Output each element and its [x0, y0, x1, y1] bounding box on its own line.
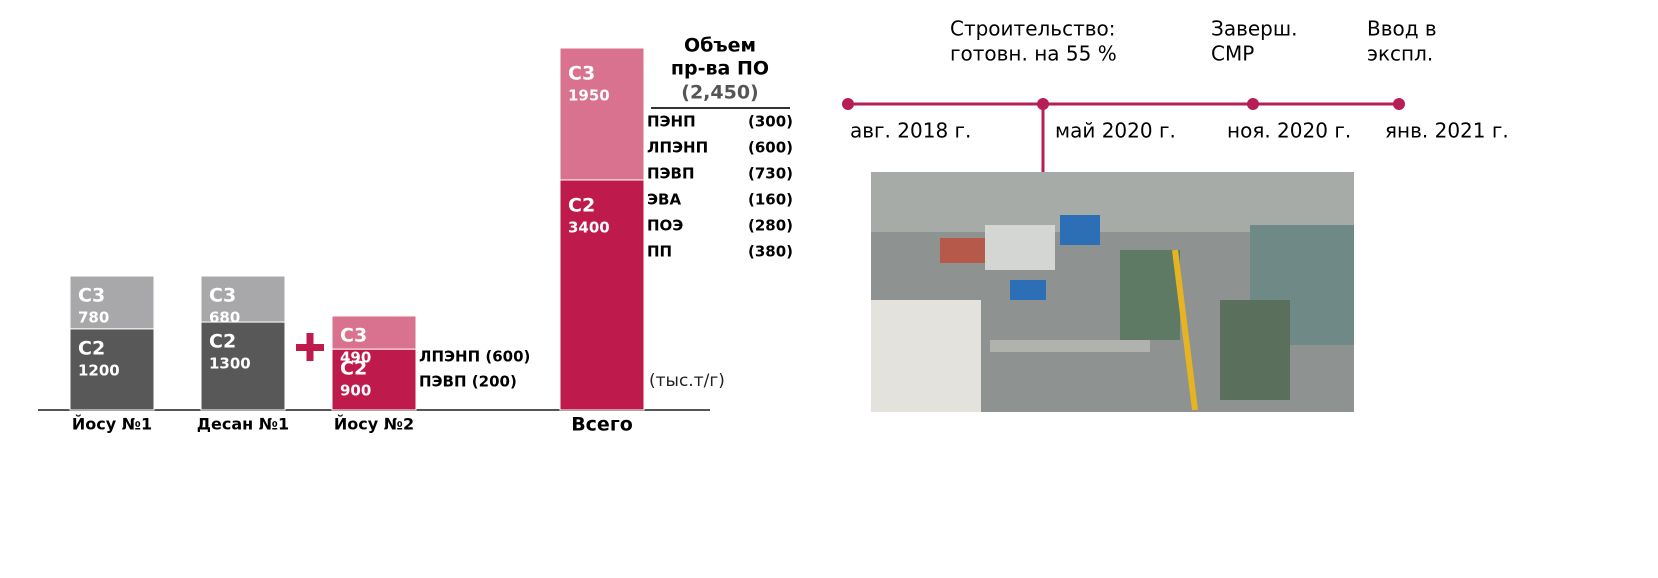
product-name: ПЭНП — [647, 113, 696, 131]
milestone-label: Строительство: — [950, 17, 1115, 41]
data-label: 680 — [209, 309, 240, 327]
data-label: 780 — [78, 309, 109, 327]
data-label: 490 — [340, 348, 371, 366]
annotation: ЛПЭНП (600) — [419, 348, 530, 366]
milestone-label: готовн. на 55 % — [950, 42, 1117, 66]
timeline-dot — [1393, 98, 1405, 110]
milestone-label: Заверш. — [1211, 17, 1298, 41]
bar-segment — [331, 348, 417, 411]
milestone-date: янв. 2021 г. — [1385, 119, 1509, 143]
x-tick-label: Десан №1 — [197, 415, 289, 434]
bar-segment — [200, 275, 286, 323]
product-name: ПЭВП — [647, 165, 695, 183]
product-value: (380) — [748, 243, 793, 261]
photo — [871, 172, 1354, 412]
bar-segment — [69, 275, 155, 330]
segment-name: C2 — [78, 337, 105, 359]
milestone-date: ноя. 2020 г. — [1227, 119, 1351, 143]
data-label: 1950 — [568, 87, 610, 105]
segment-name: C3 — [78, 285, 105, 307]
bar-segment — [69, 328, 155, 411]
milestone-label: СМР — [1211, 42, 1254, 66]
product-value: (600) — [748, 139, 793, 157]
product-value: (300) — [748, 113, 793, 131]
timeline-dot — [1037, 98, 1049, 110]
plus-sign — [306, 333, 314, 361]
product-value: (280) — [748, 217, 793, 235]
unit-label: (тыс.т/г) — [649, 371, 725, 391]
milestone-date: авг. 2018 г. — [850, 119, 971, 143]
data-label: 1300 — [209, 355, 251, 373]
segment-name: C2 — [568, 194, 595, 216]
product-name: ЛПЭНП — [647, 139, 708, 157]
timeline-dot — [1247, 98, 1259, 110]
segment-name: C2 — [340, 358, 367, 380]
product-value: (730) — [748, 165, 793, 183]
segment-name: C2 — [209, 331, 236, 353]
product-name: ПОЭ — [647, 217, 683, 235]
data-label: 3400 — [568, 218, 610, 236]
product-name: ПП — [647, 243, 672, 261]
data-label: 1200 — [78, 361, 120, 379]
milestone-date: май 2020 г. — [1055, 119, 1176, 143]
data-label: 900 — [340, 382, 371, 400]
segment-name: C3 — [568, 63, 595, 85]
bar-segment — [200, 321, 286, 411]
segment-name: C3 — [340, 324, 367, 346]
segment-name: C3 — [209, 285, 236, 307]
bar-segment — [559, 179, 645, 411]
milestone-label: Ввод в — [1367, 17, 1437, 41]
annotation: ПЭВП (200) — [419, 373, 517, 391]
x-tick-label: Йосу №2 — [334, 415, 414, 434]
x-tick-label: Всего — [571, 414, 633, 436]
table-title: пр-ва ПО — [671, 58, 769, 80]
table-title: Объем — [684, 35, 756, 57]
product-value: (160) — [748, 191, 793, 209]
product-name: ЭВА — [647, 191, 681, 209]
bar-segment — [559, 47, 645, 181]
milestone-label: экспл. — [1367, 42, 1433, 66]
x-tick-label: Йосу №1 — [72, 415, 152, 434]
bar-segment — [331, 315, 417, 350]
timeline-dot — [842, 98, 854, 110]
table-total: (2,450) — [681, 82, 758, 104]
